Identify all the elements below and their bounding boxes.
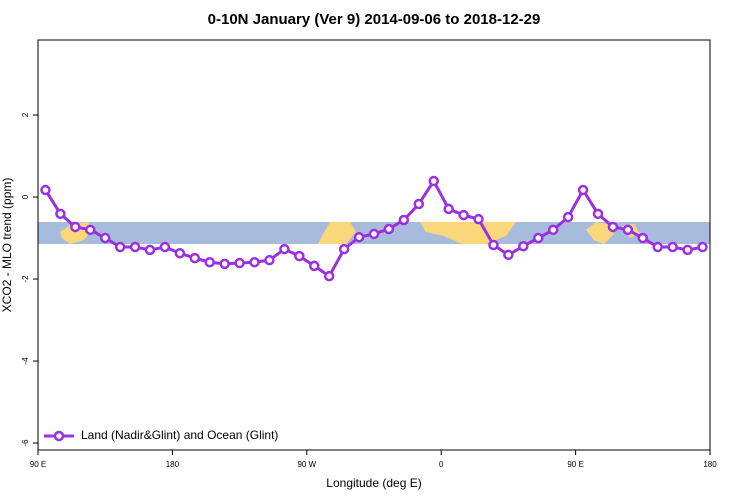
data-point: [174, 247, 186, 259]
data-point: [55, 208, 66, 220]
data-point: [443, 203, 454, 215]
data-point: [279, 243, 290, 255]
data-point: [99, 232, 111, 244]
data-point: [309, 260, 320, 272]
y-tick-label: 0: [21, 194, 30, 199]
data-point: [85, 224, 96, 236]
data-point: [398, 214, 410, 226]
data-point: [70, 221, 81, 233]
data-point: [249, 256, 260, 268]
data-point: [458, 209, 469, 221]
data-point: [533, 232, 544, 244]
data-point: [503, 249, 514, 261]
data-point: [607, 221, 619, 233]
chart-title: 0-10N January (Ver 9) 2014-09-06 to 2018…: [208, 11, 541, 28]
data-point: [428, 175, 439, 187]
data-point: [144, 244, 156, 256]
x-tick-label: 180: [166, 460, 180, 469]
data-point: [682, 244, 693, 256]
data-point: [294, 250, 305, 262]
data-point: [577, 184, 589, 196]
data-point: [338, 243, 350, 255]
x-axis-label: Longitude (deg E): [326, 476, 421, 490]
data-point: [547, 224, 559, 236]
data-point: [40, 184, 51, 196]
x-tick-label: 90 E: [567, 460, 583, 469]
data-point: [697, 241, 708, 253]
data-point: [488, 239, 499, 251]
data-point: [323, 270, 335, 282]
data-point: [189, 252, 201, 264]
data-point: [622, 224, 634, 236]
y-tick-label: -2: [21, 275, 30, 283]
x-tick-label: 180: [703, 460, 717, 469]
data-point: [264, 254, 275, 266]
x-tick-label: 0: [439, 460, 444, 469]
y-tick-label: -4: [21, 357, 30, 365]
legend-label: Land (Nadir&Glint) and Ocean (Glint): [81, 428, 278, 442]
y-axis-label: XCO2 - MLO trend (ppm): [0, 178, 14, 313]
data-point: [413, 198, 425, 210]
data-point: [159, 241, 171, 253]
plot-frame: [37, 39, 711, 451]
data-point: [637, 232, 649, 244]
data-point: [518, 240, 529, 252]
data-point: [204, 256, 215, 268]
x-tick-label: 90 W: [297, 460, 316, 469]
data-point: [114, 241, 126, 253]
x-tick-label: 90 E: [30, 460, 46, 469]
y-tick-label: -6: [21, 439, 30, 447]
data-point: [592, 208, 604, 220]
data-point: [129, 241, 141, 253]
data-point: [652, 241, 663, 253]
data-point: [234, 257, 245, 269]
data-point: [368, 228, 380, 240]
data-point: [667, 241, 678, 253]
data-point: [562, 211, 574, 223]
data-point: [473, 213, 484, 225]
y-tick-label: 2: [21, 112, 30, 117]
data-point: [353, 231, 365, 243]
data-point: [383, 223, 395, 235]
legend-marker: [53, 430, 65, 442]
data-point: [219, 258, 230, 270]
